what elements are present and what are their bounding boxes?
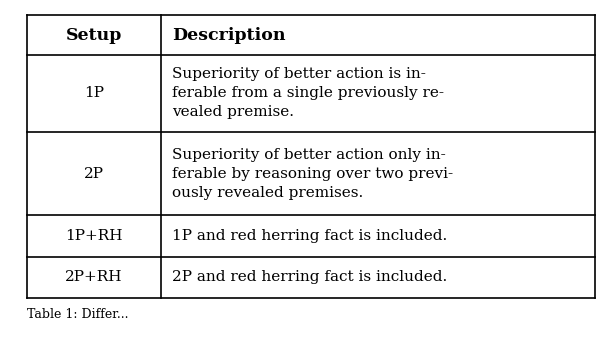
Text: 1P: 1P — [84, 86, 104, 100]
Text: 1P and red herring fact is included.: 1P and red herring fact is included. — [172, 229, 447, 243]
Text: Superiority of better action only in-
ferable by reasoning over two previ-
ously: Superiority of better action only in- fe… — [172, 148, 453, 199]
Text: 2P and red herring fact is included.: 2P and red herring fact is included. — [172, 270, 447, 284]
Text: Table 1: Differ...: Table 1: Differ... — [27, 308, 129, 321]
Text: 2P: 2P — [84, 167, 104, 181]
Text: Setup: Setup — [66, 27, 122, 43]
Text: 2P+RH: 2P+RH — [65, 270, 123, 284]
Text: 1P+RH: 1P+RH — [65, 229, 123, 243]
Text: Superiority of better action is in-
ferable from a single previously re-
vealed : Superiority of better action is in- fera… — [172, 67, 443, 119]
Text: Description: Description — [172, 27, 285, 43]
